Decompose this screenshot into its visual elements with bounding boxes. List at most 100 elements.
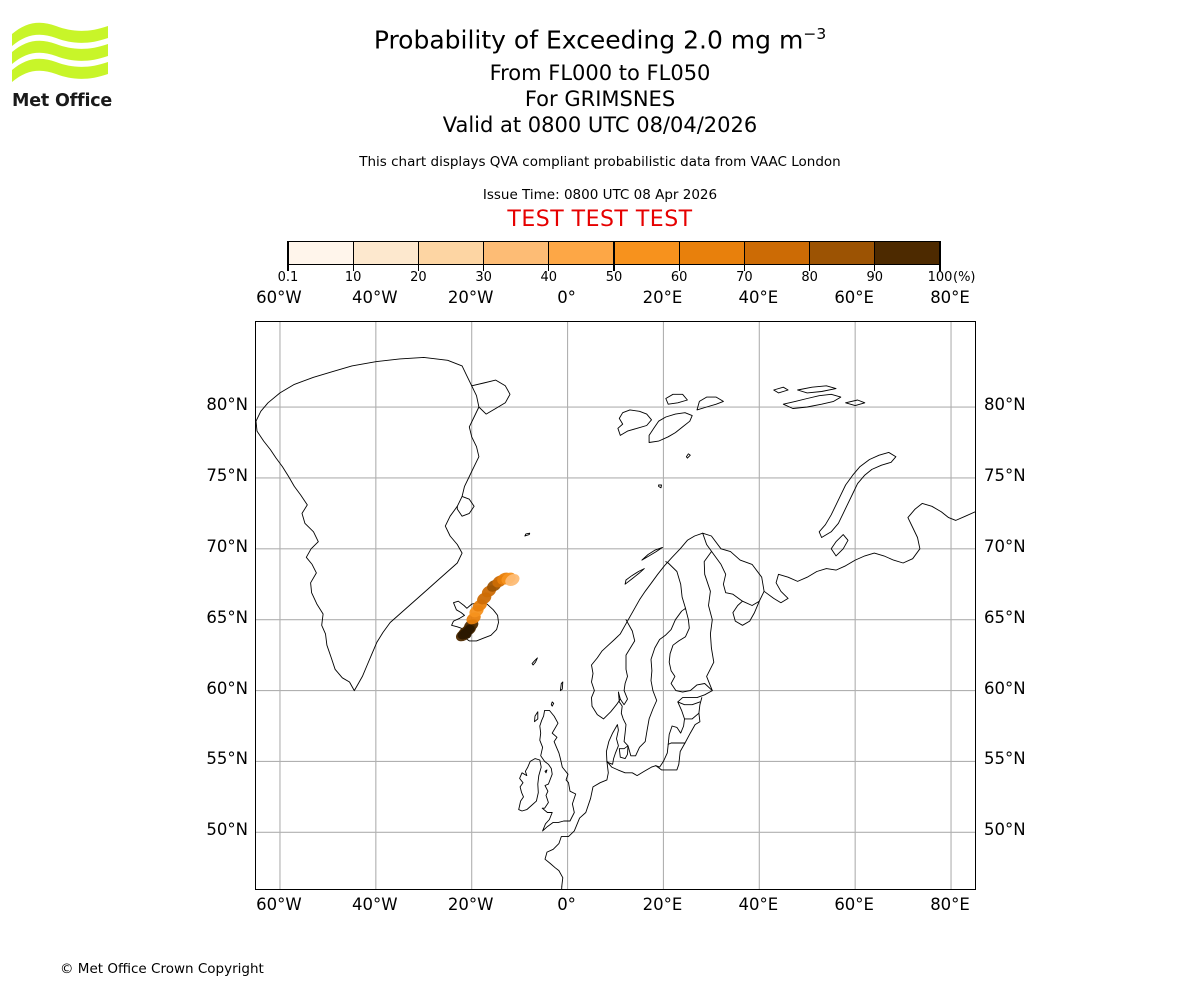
coastline-path bbox=[550, 701, 555, 707]
lon-tick-label-bottom: 0° bbox=[557, 895, 576, 914]
ash-plume-overlay bbox=[455, 572, 520, 642]
colorbar-tick bbox=[287, 241, 289, 271]
lon-tick-label-top: 0° bbox=[557, 288, 576, 307]
map-gridlines bbox=[256, 322, 975, 889]
lat-tick-label-left: 65°N bbox=[206, 607, 248, 627]
chart-header: Probability of Exceeding 2.0 mg m−3 From… bbox=[0, 0, 1200, 232]
colorbar-tick bbox=[417, 241, 420, 271]
colorbar-tick bbox=[808, 241, 811, 271]
map-plot-area[interactable] bbox=[255, 321, 976, 890]
coastline-path bbox=[518, 758, 542, 812]
met-office-wave-icon bbox=[12, 22, 108, 82]
colorbar-segment-5 bbox=[614, 242, 679, 264]
coastline-path bbox=[534, 711, 539, 723]
colorbar-segment-6 bbox=[679, 242, 744, 264]
lon-tick-label-bottom: 40°E bbox=[738, 895, 779, 914]
coastline-path bbox=[648, 412, 693, 443]
lon-tick-label-top: 40°W bbox=[352, 288, 398, 307]
coastline-path bbox=[658, 484, 662, 489]
met-office-logo: Met Office bbox=[12, 20, 122, 115]
coastline-path bbox=[702, 532, 765, 606]
colorbar-tick-label: 0.1 bbox=[277, 270, 299, 285]
lon-tick-label-top: 20°E bbox=[642, 288, 683, 307]
colorbar-segment-2 bbox=[419, 242, 484, 264]
lat-tick-label-left: 80°N bbox=[206, 395, 248, 415]
colorbar-tick-label: 80 bbox=[801, 270, 818, 285]
coastline-path bbox=[684, 712, 700, 720]
colorbar-units-label: (%) bbox=[953, 270, 976, 285]
coastline-path bbox=[605, 724, 619, 765]
volcano-name-line: For GRIMSNES bbox=[524, 87, 676, 112]
coastline-path bbox=[732, 600, 760, 626]
lon-tick-label-top: 20°W bbox=[447, 288, 494, 307]
colorbar-segment-4 bbox=[549, 242, 614, 264]
coastline-path bbox=[561, 885, 563, 889]
coastline-path bbox=[471, 379, 511, 415]
colorbar-tick-label: 40 bbox=[540, 270, 558, 285]
coastline-path bbox=[665, 393, 688, 405]
colorbar-tick bbox=[743, 241, 746, 271]
valid-time-line: Valid at 0800 UTC 08/04/2026 bbox=[442, 113, 758, 138]
colorbar-tick-label: 30 bbox=[475, 270, 492, 285]
coastline-path bbox=[618, 745, 629, 760]
coastline-path bbox=[845, 399, 866, 407]
coastline-path bbox=[818, 451, 897, 538]
lat-tick-label-left: 70°N bbox=[206, 536, 248, 556]
colorbar-tick bbox=[939, 241, 941, 271]
colorbar-tick-label: 90 bbox=[866, 270, 884, 285]
coastline-path bbox=[685, 453, 691, 459]
lat-tick-label-left: 50°N bbox=[206, 820, 248, 840]
colorbar-segment-7 bbox=[744, 242, 809, 264]
colorbar-segment-3 bbox=[484, 242, 549, 264]
coastlines bbox=[256, 356, 975, 889]
colorbar-tick bbox=[352, 241, 354, 271]
colorbar-tick bbox=[613, 241, 615, 271]
lon-tick-label-bottom: 80°E bbox=[930, 895, 970, 914]
coastline-path bbox=[797, 385, 837, 394]
colorbar-tick bbox=[874, 241, 876, 271]
coastline-path bbox=[591, 607, 713, 768]
colorbar-tick bbox=[482, 241, 485, 271]
ash-plume-cell bbox=[505, 574, 520, 586]
lat-tick-label-right: 50°N bbox=[984, 820, 1026, 840]
coastline-path bbox=[782, 393, 842, 409]
coastline-path bbox=[641, 546, 663, 561]
colorbar-tick-label: 70 bbox=[736, 270, 753, 285]
coastline-path bbox=[830, 534, 849, 557]
page-title: Probability of Exceeding 2.0 mg m−3 bbox=[0, 25, 1200, 55]
coastline-path bbox=[617, 409, 652, 436]
lon-tick-label-top: 60°W bbox=[256, 288, 302, 307]
flight-level-line: From FL000 to FL050 bbox=[489, 61, 711, 86]
lon-tick-label-bottom: 20°W bbox=[447, 895, 494, 914]
coastline-path bbox=[696, 396, 724, 411]
coastline-path bbox=[619, 619, 636, 706]
map-canvas bbox=[256, 322, 975, 889]
coastline-path bbox=[773, 386, 789, 394]
lon-tick-label-bottom: 60°E bbox=[834, 895, 874, 914]
colorbar-tick-label: 50 bbox=[605, 270, 623, 285]
colorbar-segment-1 bbox=[354, 242, 419, 264]
lat-tick-label-right: 75°N bbox=[984, 465, 1026, 485]
colorbar-tick-label: 100 bbox=[927, 270, 953, 285]
coastline-path bbox=[624, 568, 645, 585]
lat-tick-label-left: 75°N bbox=[206, 465, 248, 485]
coastline-path bbox=[677, 701, 701, 706]
coastline-path bbox=[544, 769, 548, 774]
lat-tick-label-right: 65°N bbox=[984, 607, 1026, 627]
chart-description: This chart displays QVA compliant probab… bbox=[359, 154, 841, 171]
coastline-path bbox=[539, 709, 577, 832]
lon-tick-label-top: 40°E bbox=[738, 288, 779, 307]
coastline-path bbox=[667, 742, 686, 745]
lon-tick-label-top: 60°E bbox=[834, 288, 874, 307]
page-title-text: Probability of Exceeding 2.0 mg m bbox=[373, 25, 804, 55]
copyright-text: © Met Office Crown Copyright bbox=[60, 961, 264, 977]
lat-tick-label-left: 55°N bbox=[206, 749, 248, 769]
coastline-path bbox=[531, 657, 538, 666]
lat-tick-label-right: 60°N bbox=[984, 678, 1026, 698]
lat-tick-label-right: 70°N bbox=[984, 536, 1026, 556]
coastline-path bbox=[544, 760, 609, 887]
coastline-path bbox=[591, 532, 704, 707]
coastline-path bbox=[763, 502, 975, 604]
lon-tick-label-bottom: 60°W bbox=[256, 895, 302, 914]
colorbar-segment-9 bbox=[874, 242, 939, 264]
